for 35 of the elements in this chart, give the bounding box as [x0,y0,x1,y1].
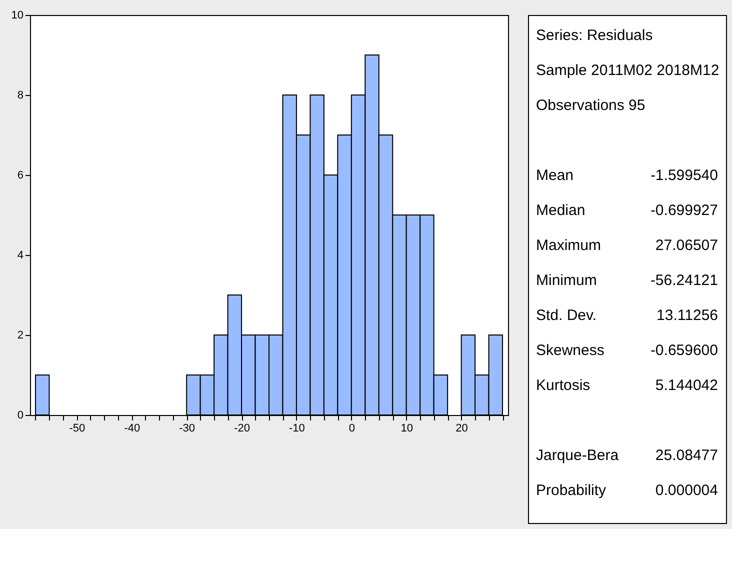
text: Mean [536,167,574,184]
text: -0.699927 [650,202,718,219]
text: -1.599540 [650,167,718,184]
text: 13.11256 [656,307,718,324]
text: Jarque-Bera [536,447,620,464]
x-tick-label: 0 [348,422,355,434]
x-tick-label: -30 [179,422,196,434]
text: Series: Residuals [536,27,653,44]
y-tick-label: 4 [17,250,24,262]
x-tick-label: -50 [69,422,86,434]
text: Std. Dev. [536,307,597,324]
x-tick-label: 20 [456,422,468,434]
x-tick-label: 10 [400,422,413,434]
text: -0.659600 [650,342,718,359]
text: 5.144042 [655,377,718,394]
text: 25.08477 [655,447,718,464]
y-tick-label: 2 [17,330,24,342]
x-tick-label: -20 [234,422,250,434]
y-tick-label: 10 [11,10,24,22]
text: Maximum [536,237,602,254]
text: Probability [536,482,607,499]
y-tick-label: 0 [17,410,24,422]
y-tick-label: 8 [17,90,24,102]
text: Sample 2011M02 2018M12 [536,62,720,79]
text: 27.06507 [655,237,718,254]
text: Kurtosis [536,377,590,394]
x-tick-label: -40 [124,422,140,434]
text: Skewness [536,342,604,359]
y-tick-label: 6 [17,170,24,182]
text: -56.24121 [650,272,718,289]
x-tick-label: -10 [289,422,305,434]
text: 0.000004 [655,482,718,499]
text: Median [536,202,586,219]
text: Minimum [536,272,597,289]
text: Observations 95 [536,97,646,114]
